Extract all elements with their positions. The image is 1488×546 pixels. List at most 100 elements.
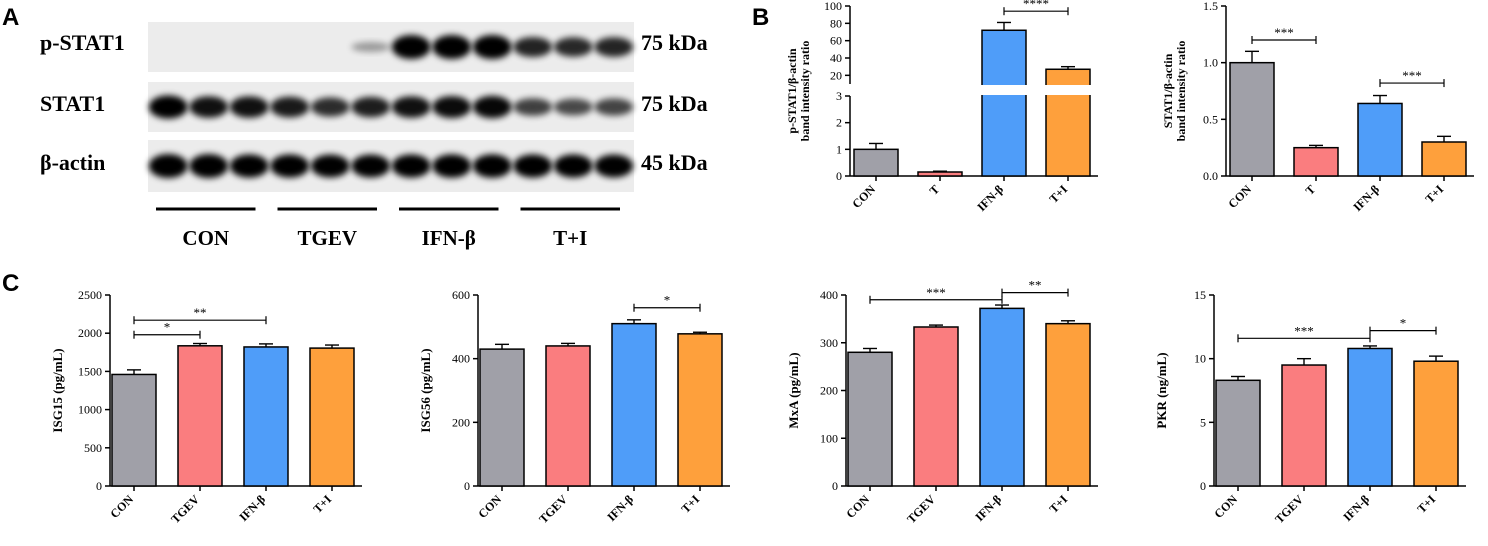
group-label: IFN-β — [422, 226, 476, 250]
sig-label: * — [1400, 316, 1407, 331]
y-axis-label: band intensity ratio — [798, 41, 812, 142]
blot-protein-label: p-STAT1 — [40, 30, 125, 55]
panel-label-a: A — [2, 4, 20, 31]
blot-protein-label: β-actin — [40, 150, 105, 175]
panel-label-b: B — [752, 4, 770, 31]
y-tick-label: 0.5 — [1203, 112, 1218, 126]
bar — [1045, 322, 1091, 487]
x-tick-label: CON — [843, 492, 872, 521]
blot-band — [594, 98, 634, 116]
y-tick-label: 400 — [452, 352, 470, 366]
x-tick-label: CON — [1211, 492, 1240, 521]
blot-band — [351, 154, 391, 178]
y-tick-label: 15 — [1194, 288, 1206, 302]
y-tick-label: 60 — [830, 34, 842, 48]
blot-band — [270, 154, 310, 178]
pstat1-ratio-chart: 0 1 2 3 20 40 60 80 100 CON T IFN-β T+I p-STAT1/β-act… — [785, 0, 1102, 214]
sig-label: **** — [1023, 0, 1049, 11]
blot-band — [594, 37, 634, 57]
blot-band — [432, 95, 472, 119]
x-tick-label: CON — [475, 492, 504, 521]
y-tick-label: 100 — [824, 0, 842, 13]
bar — [1421, 141, 1467, 177]
y-tick-label: 1.0 — [1203, 56, 1218, 70]
y-tick-label: 200 — [820, 384, 838, 398]
panel-label-c: C — [2, 270, 20, 297]
x-tick-label: IFN-β — [972, 492, 1004, 524]
blot-band — [391, 35, 431, 59]
bar — [1281, 364, 1327, 487]
sig-label: * — [664, 293, 671, 308]
y-axis-label: ISG56 (pg/mL) — [418, 348, 433, 432]
y-tick-label: 2 — [836, 116, 842, 130]
blot-band — [351, 96, 391, 118]
blot-strip-0 — [148, 22, 634, 72]
y-tick-label: 0 — [832, 479, 838, 493]
bar — [1229, 61, 1275, 177]
y-tick-label: 400 — [820, 288, 838, 302]
x-tick-label: IFN-β — [236, 492, 268, 524]
blot-band — [513, 37, 553, 57]
isg15-chart: 0 500 1000 1500 2000 2500 CON TGEV IFN-β T+I ISG15… — [50, 288, 362, 526]
y-tick-label: 600 — [452, 288, 470, 302]
bar — [545, 345, 591, 487]
x-tick-label: T+I — [1422, 182, 1446, 206]
y-tick-label: 10 — [1194, 352, 1206, 366]
x-tick-label: TGEV — [536, 492, 570, 526]
x-tick-label: T+I — [1046, 492, 1070, 516]
bar — [1413, 360, 1459, 487]
blot-band — [148, 154, 188, 178]
bar — [853, 148, 899, 177]
blot-strip-2 — [148, 140, 634, 192]
y-tick-label: 0.0 — [1203, 169, 1218, 183]
bar — [677, 333, 723, 487]
bar — [913, 326, 959, 487]
group-label: CON — [182, 226, 229, 250]
blot-band — [513, 154, 553, 178]
y-tick-label: 1000 — [78, 403, 102, 417]
bar — [979, 307, 1025, 487]
bar — [1293, 146, 1339, 177]
blot-band — [351, 42, 391, 52]
mxa-chart: 0 100 200 300 400 CON TGEV IFN-β T+I MxA (pg/mL) *… — [786, 280, 1098, 526]
y-tick-label: 20 — [830, 68, 842, 82]
y-tick-label: 5 — [1200, 415, 1206, 429]
bar — [111, 373, 157, 487]
blot-band — [513, 98, 553, 116]
y-tick-label: 1.5 — [1203, 0, 1218, 13]
x-tick-label: CON — [849, 182, 878, 211]
bar — [917, 171, 963, 177]
bar — [243, 346, 289, 487]
blot-band — [229, 96, 269, 118]
group-label: T+I — [553, 226, 587, 250]
y-tick-label: 0 — [1200, 479, 1206, 493]
x-tick-label: IFN-β — [604, 492, 636, 524]
sig-label: *** — [1294, 323, 1314, 338]
blot-size-label: 75 kDa — [641, 30, 708, 55]
x-tick-label: CON — [107, 492, 136, 521]
blot-band — [189, 154, 229, 178]
blot-protein-label: STAT1 — [40, 91, 105, 116]
y-axis-label: ISG15 (pg/mL) — [50, 348, 65, 432]
blot-band — [553, 37, 593, 57]
blot-band — [391, 154, 431, 178]
y-tick-label: 1 — [836, 142, 842, 156]
bar — [1347, 347, 1393, 487]
blot-size-label: 45 kDa — [641, 150, 708, 175]
x-tick-label: T+I — [1414, 492, 1438, 516]
y-tick-label: 2500 — [78, 288, 102, 302]
y-tick-label: 0 — [96, 479, 102, 493]
y-tick-label: 1500 — [78, 364, 102, 378]
blot-band — [594, 154, 634, 178]
blot-band — [432, 35, 472, 59]
blot-band — [310, 97, 350, 117]
axis-break-gap — [844, 85, 1102, 95]
y-tick-label: 40 — [830, 51, 842, 65]
sig-label: ** — [1029, 280, 1042, 293]
bar — [981, 29, 1027, 177]
x-tick-label: CON — [1225, 182, 1254, 211]
blot-band — [310, 154, 350, 178]
bar — [479, 348, 525, 487]
y-tick-label: 0 — [836, 169, 842, 183]
